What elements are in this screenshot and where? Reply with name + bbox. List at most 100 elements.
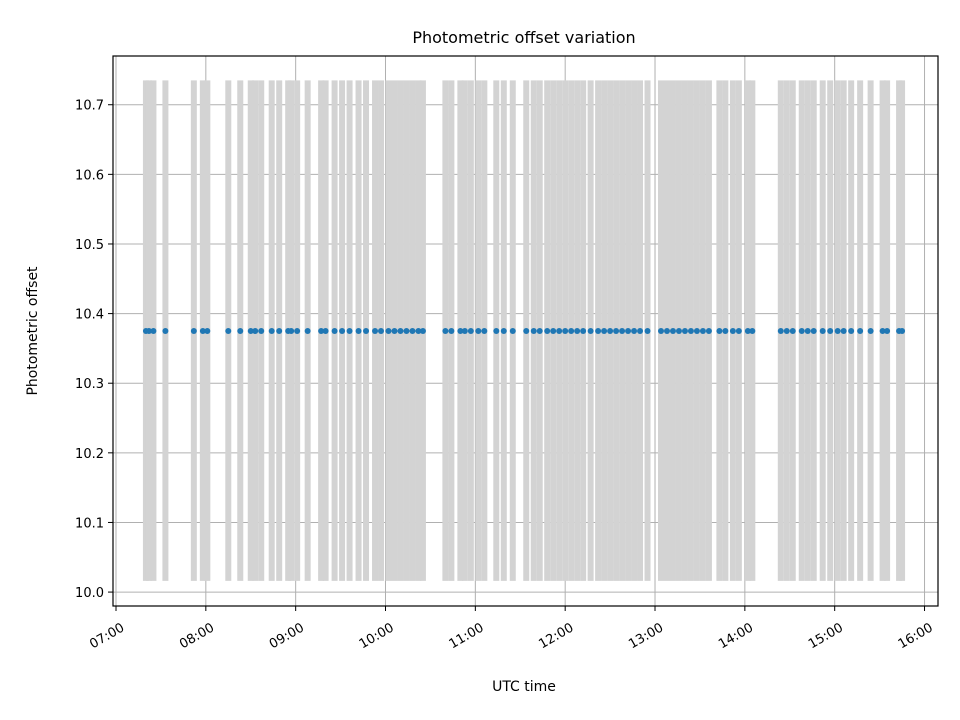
data-point	[729, 328, 736, 334]
data-point	[318, 328, 325, 334]
data-point	[523, 328, 530, 334]
data-point	[587, 328, 594, 334]
data-point	[288, 328, 295, 334]
data-point	[258, 328, 265, 334]
data-point	[442, 328, 449, 334]
data-point	[631, 328, 638, 334]
y-tick-label: 10.4	[75, 308, 104, 323]
data-point	[562, 328, 569, 334]
data-point	[162, 328, 169, 334]
data-point	[397, 328, 404, 334]
data-point	[827, 328, 834, 334]
data-point	[693, 328, 700, 334]
data-point	[777, 328, 784, 334]
y-tick-label: 10.0	[75, 586, 104, 601]
x-tick-label: 12:00	[536, 620, 576, 652]
y-tick-label: 10.6	[75, 168, 104, 183]
data-point	[419, 328, 426, 334]
data-point	[237, 328, 244, 334]
data-point	[475, 328, 482, 334]
data-point	[403, 328, 410, 334]
data-point	[294, 328, 301, 334]
data-point	[252, 328, 259, 334]
data-point	[355, 328, 362, 334]
data-point	[798, 328, 805, 334]
x-tick-label: 13:00	[626, 620, 666, 652]
data-point	[461, 328, 468, 334]
data-point	[500, 328, 507, 334]
data-point	[385, 328, 392, 334]
data-point	[574, 328, 581, 334]
data-points	[142, 328, 906, 334]
data-point	[580, 328, 587, 334]
data-point	[346, 328, 353, 334]
data-point	[556, 328, 563, 334]
plot-frame	[112, 55, 939, 607]
data-point	[544, 328, 551, 334]
data-point	[716, 328, 723, 334]
data-point	[810, 328, 817, 334]
x-axis-ticks: 07:00 08:00 09:00 10:00 11:00 12:00 13:00 14:00…	[87, 606, 936, 652]
data-point	[637, 328, 644, 334]
data-point	[884, 328, 891, 334]
data-point	[268, 328, 275, 334]
data-point	[840, 328, 847, 334]
data-point	[899, 328, 906, 334]
data-point	[204, 328, 211, 334]
data-point	[658, 328, 665, 334]
data-point	[199, 328, 206, 334]
data-point	[705, 328, 712, 334]
data-point	[530, 328, 537, 334]
data-point	[448, 328, 455, 334]
data-point	[509, 328, 516, 334]
x-tick-label: 15:00	[806, 620, 846, 652]
data-point	[644, 328, 651, 334]
data-point	[867, 328, 874, 334]
data-point	[722, 328, 729, 334]
x-tick-label: 10:00	[357, 620, 397, 652]
x-tick-label: 16:00	[896, 620, 936, 652]
data-point	[378, 328, 385, 334]
y-tick-label: 10.3	[75, 377, 104, 392]
data-point	[409, 328, 416, 334]
data-point	[783, 328, 790, 334]
x-tick-label: 14:00	[716, 620, 756, 652]
data-point	[550, 328, 557, 334]
data-point	[601, 328, 608, 334]
data-point	[372, 328, 379, 334]
data-point	[744, 328, 751, 334]
data-point	[687, 328, 694, 334]
x-tick-label: 11:00	[447, 620, 487, 652]
data-point	[363, 328, 370, 334]
data-point	[625, 328, 632, 334]
data-point	[190, 328, 197, 334]
data-point	[331, 328, 338, 334]
data-point	[699, 328, 706, 334]
data-point	[675, 328, 682, 334]
data-point	[391, 328, 398, 334]
y-tick-label: 10.2	[75, 447, 104, 462]
data-point	[457, 328, 464, 334]
data-point	[819, 328, 826, 334]
data-point	[749, 328, 756, 334]
data-point	[536, 328, 543, 334]
x-tick-label: 08:00	[177, 620, 217, 652]
data-point	[789, 328, 796, 334]
y-axis-label: Photometric offset	[25, 266, 41, 396]
data-point	[834, 328, 841, 334]
data-point	[619, 328, 626, 334]
data-point	[150, 328, 157, 334]
data-point	[415, 328, 422, 334]
x-axis-label: UTC time	[492, 679, 556, 695]
data-point	[145, 328, 152, 334]
data-point	[304, 328, 311, 334]
data-point	[613, 328, 620, 334]
data-point	[848, 328, 855, 334]
data-point	[857, 328, 864, 334]
data-point	[276, 328, 283, 334]
y-tick-label: 10.1	[75, 516, 104, 531]
data-point	[225, 328, 232, 334]
data-point	[879, 328, 886, 334]
x-tick-label: 07:00	[87, 620, 127, 652]
x-tick-label: 09:00	[267, 620, 307, 652]
